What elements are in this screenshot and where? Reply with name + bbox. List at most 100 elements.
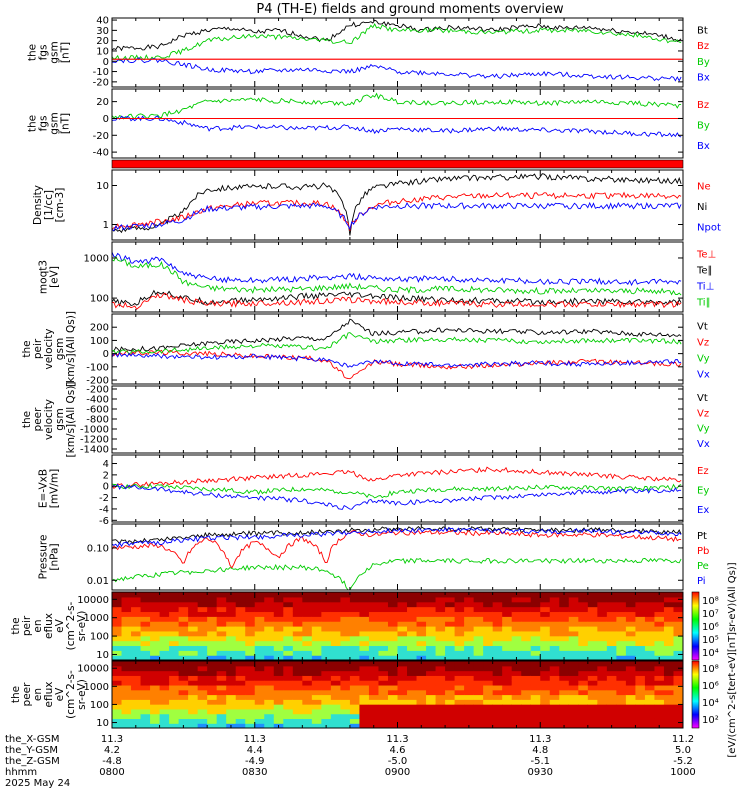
- legend-2: By: [697, 57, 710, 68]
- spectrogram-cell: [235, 699, 246, 705]
- spectrogram-cell: [644, 684, 656, 691]
- spectrogram-cell: [511, 689, 522, 696]
- spectrogram-cell: [445, 675, 456, 681]
- spectrogram-cell: [464, 684, 475, 691]
- spectrogram-cell: [226, 670, 237, 676]
- spectrogram-cell: [235, 630, 246, 637]
- spectrogram-cell: [216, 640, 227, 647]
- spectrogram-cell: [654, 645, 665, 651]
- series-ti⊥: [112, 251, 682, 287]
- spectrogram-cell: [159, 723, 170, 728]
- spectrogram-cell: [454, 708, 465, 715]
- spectrogram-cell: [587, 606, 598, 613]
- spectrogram-cell: [131, 665, 142, 672]
- spectrogram-cell: [340, 684, 351, 691]
- y-axis-label: thepeirenefluxeV(cm^2-s-sr-eV): [10, 601, 88, 650]
- spectrogram-cell: [445, 661, 456, 667]
- spectrogram-cell: [416, 718, 427, 724]
- spectrogram-cell: [150, 713, 161, 720]
- spectrogram-cell: [378, 606, 389, 613]
- spectrogram-cell: [349, 670, 361, 676]
- spectrogram-cell: [150, 684, 161, 691]
- series-group: [112, 92, 682, 138]
- spectrogram-cell: [397, 611, 408, 617]
- spectrogram-cell: [169, 645, 180, 651]
- spectrogram-cell: [416, 606, 427, 613]
- spectrogram-cell: [112, 684, 123, 691]
- spectrogram-cell: [112, 699, 123, 705]
- spectrogram-cell: [540, 699, 551, 705]
- spectrogram-cell: [264, 592, 275, 598]
- spectrogram-cell: [264, 699, 275, 705]
- spectrogram-cell: [140, 611, 151, 617]
- spectrogram-cell: [673, 708, 683, 715]
- spectrogram-cell: [635, 650, 646, 656]
- spectrogram-cell: [530, 689, 541, 696]
- spectrogram-cell: [368, 621, 380, 627]
- spectrogram-cell: [368, 601, 380, 608]
- spectrogram-cell: [283, 640, 294, 647]
- spectrogram-cell: [387, 694, 399, 700]
- spectrogram-cell: [254, 699, 265, 705]
- spectrogram-cell: [387, 665, 399, 672]
- spectrogram-cell: [226, 684, 237, 691]
- spectrogram-cell: [150, 611, 161, 617]
- spectrogram-cell: [112, 601, 123, 608]
- spectrogram-cell: [245, 592, 256, 598]
- spectrogram-cell: [302, 650, 313, 656]
- spectrogram-cell: [321, 626, 332, 632]
- spectrogram-cell: [597, 675, 608, 681]
- spectrogram-cell: [654, 670, 665, 676]
- spectrogram-cell: [197, 670, 208, 676]
- spectrogram-cell: [597, 665, 608, 672]
- spectrogram-cell: [311, 606, 322, 613]
- series-by: [112, 23, 682, 61]
- spectrogram-cell: [549, 694, 560, 700]
- spectrogram-cell: [663, 640, 675, 647]
- spectrogram-cell: [112, 592, 123, 598]
- legend-3: Vx: [697, 439, 710, 450]
- spectrogram-cell: [254, 723, 265, 728]
- spectrogram-cell: [197, 621, 208, 627]
- spectrogram-cell: [188, 699, 199, 705]
- spectrogram-cell: [359, 616, 370, 622]
- spectrogram-cell: [330, 592, 341, 598]
- spectrogram-cell: [483, 601, 494, 608]
- spectrogram-cell: [416, 670, 427, 676]
- spectrogram-cell: [264, 645, 275, 651]
- spectrogram-cell: [397, 661, 408, 667]
- spectrogram-cell: [445, 640, 456, 647]
- spectrogram-cell: [407, 606, 418, 613]
- spectrogram-cell: [302, 699, 313, 705]
- spectrogram-cell: [540, 704, 551, 710]
- spectrogram-cell: [540, 621, 551, 627]
- spectrogram-cell: [359, 689, 370, 696]
- spectrogram-cell: [273, 675, 284, 681]
- spectrogram-cell: [207, 621, 218, 627]
- spectrogram-cell: [321, 611, 332, 617]
- spectrogram-cell: [644, 689, 656, 696]
- spectrogram-cell: [178, 611, 189, 617]
- spectrogram-cell: [387, 680, 399, 686]
- spectrogram-cell: [254, 640, 265, 647]
- y-axis-label: thepeirvelocitygsm[km/s](All Qs)]: [21, 311, 77, 387]
- series-npot: [112, 201, 682, 232]
- spectrogram-cell: [378, 616, 389, 622]
- spectrogram-cell: [397, 606, 408, 613]
- spectrogram-cell: [587, 621, 598, 627]
- spectrogram-cell: [521, 596, 532, 603]
- series-vx: [112, 351, 682, 368]
- spectrogram-cell: [511, 684, 522, 691]
- spectrogram-cell: [492, 708, 503, 715]
- spectrogram-cell: [492, 655, 503, 660]
- spectrogram-cell: [597, 723, 608, 728]
- spectrogram-cell: [254, 655, 265, 660]
- spectrogram-cell: [368, 665, 380, 672]
- y-tick-label: -20: [93, 131, 109, 142]
- spectrogram-cell: [454, 665, 465, 672]
- legend-2: Npot: [697, 223, 721, 234]
- spectrogram-cell: [273, 635, 284, 642]
- spectrogram-cell: [292, 665, 303, 672]
- spectrogram-cell: [654, 718, 665, 724]
